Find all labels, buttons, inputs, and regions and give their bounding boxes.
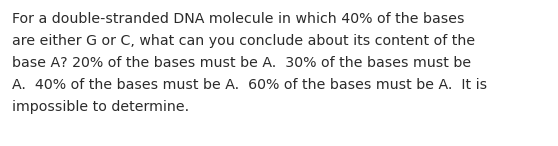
Text: are either G or C, what can you conclude about its content of the: are either G or C, what can you conclude… — [12, 34, 475, 48]
Text: For a double-stranded DNA molecule in which 40% of the bases: For a double-stranded DNA molecule in wh… — [12, 12, 464, 26]
Text: A.  40% of the bases must be A.  60% of the bases must be A.  It is: A. 40% of the bases must be A. 60% of th… — [12, 78, 487, 92]
Text: impossible to determine.: impossible to determine. — [12, 100, 189, 114]
Text: base A? 20% of the bases must be A.  30% of the bases must be: base A? 20% of the bases must be A. 30% … — [12, 56, 471, 70]
